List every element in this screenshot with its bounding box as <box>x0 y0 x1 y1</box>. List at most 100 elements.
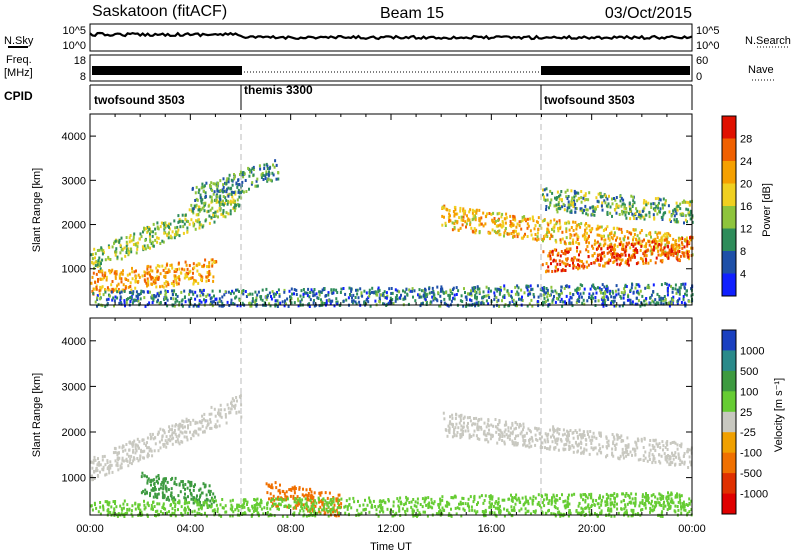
power-point <box>182 225 185 229</box>
velocity-point <box>134 507 137 511</box>
power-point <box>632 249 635 253</box>
power-point <box>594 296 597 299</box>
velocity-point <box>631 453 633 457</box>
velocity-point <box>577 443 580 447</box>
velocity-point <box>471 508 474 512</box>
power-point <box>567 195 570 198</box>
power-point <box>493 291 496 295</box>
power-point <box>542 293 545 297</box>
velocity-point <box>112 451 115 455</box>
power-point <box>677 290 680 294</box>
power-point <box>662 233 665 237</box>
velocity-point <box>298 497 301 500</box>
power-point <box>149 246 151 250</box>
power-point <box>235 288 237 292</box>
velocity-point <box>460 413 463 417</box>
velocity-point <box>305 501 308 505</box>
power-point <box>230 202 232 206</box>
power-point <box>573 189 576 193</box>
power-point <box>575 300 578 304</box>
power-point <box>149 268 152 272</box>
power-point <box>363 289 366 293</box>
velocity-point <box>337 501 340 505</box>
power-point <box>266 179 269 183</box>
power-point <box>546 193 549 197</box>
velocity-point <box>477 501 479 505</box>
velocity-point <box>171 424 174 428</box>
power-point <box>149 232 151 236</box>
power-point <box>611 197 613 201</box>
power-point <box>191 276 194 280</box>
power-point <box>211 189 214 192</box>
velocity-point <box>177 494 180 498</box>
power-point <box>667 286 669 290</box>
power-point <box>247 293 250 297</box>
power-point <box>572 293 575 297</box>
power-point <box>558 194 560 198</box>
velocity-point <box>426 514 429 518</box>
velocity-point <box>137 504 140 508</box>
power-point <box>601 201 604 205</box>
velocity-point <box>150 483 152 487</box>
velocity-point <box>547 432 550 436</box>
velocity-point <box>298 486 301 490</box>
power-point <box>537 237 540 241</box>
power-point <box>272 292 275 296</box>
velocity-point <box>340 502 343 506</box>
power-point <box>572 229 575 232</box>
velocity-point <box>513 443 516 447</box>
power-point <box>308 302 311 306</box>
power-point <box>447 293 450 297</box>
power-point <box>653 202 656 206</box>
power-point <box>114 276 117 280</box>
velocity-point <box>309 494 312 498</box>
power-point <box>557 201 560 205</box>
power-point <box>155 285 158 289</box>
power-point <box>113 241 115 245</box>
velocity-point <box>141 438 144 442</box>
power-point <box>549 203 552 207</box>
velocity-point <box>289 487 292 491</box>
power-point <box>601 195 604 199</box>
power-point <box>466 214 468 218</box>
power-point <box>203 298 205 302</box>
power-point <box>270 297 273 301</box>
power-point <box>313 288 316 291</box>
power-point <box>601 208 604 212</box>
power-point <box>612 300 615 304</box>
power-point <box>648 286 651 290</box>
power-point <box>534 233 537 236</box>
velocity-point <box>288 488 291 492</box>
power-point <box>619 295 622 298</box>
power-point <box>504 229 507 232</box>
power-point <box>690 287 693 291</box>
velocity-point <box>121 458 124 462</box>
power-point <box>560 269 563 273</box>
velocity-point <box>247 507 250 510</box>
power-point <box>236 202 239 206</box>
power-point <box>550 250 553 254</box>
velocity-point <box>552 429 555 433</box>
velocity-point <box>490 423 493 427</box>
power-point <box>613 234 616 238</box>
power-point <box>624 253 627 257</box>
velocity-point <box>153 482 156 485</box>
velocity-point <box>235 411 238 415</box>
power-point <box>504 217 507 221</box>
power-point <box>628 204 631 208</box>
nave-right-tick-top: 60 <box>696 55 708 67</box>
power-point <box>485 215 488 219</box>
power-point <box>683 245 686 249</box>
power-point <box>216 189 219 193</box>
power-point <box>299 294 302 298</box>
power-point <box>613 197 615 200</box>
power-point <box>566 206 569 210</box>
power-point <box>173 233 176 237</box>
power-point <box>433 296 436 300</box>
power-point <box>665 252 668 256</box>
velocity-point <box>477 428 480 432</box>
power-point <box>91 275 94 279</box>
power-point <box>498 304 501 308</box>
velocity-point <box>498 437 501 441</box>
power-point <box>579 225 582 229</box>
